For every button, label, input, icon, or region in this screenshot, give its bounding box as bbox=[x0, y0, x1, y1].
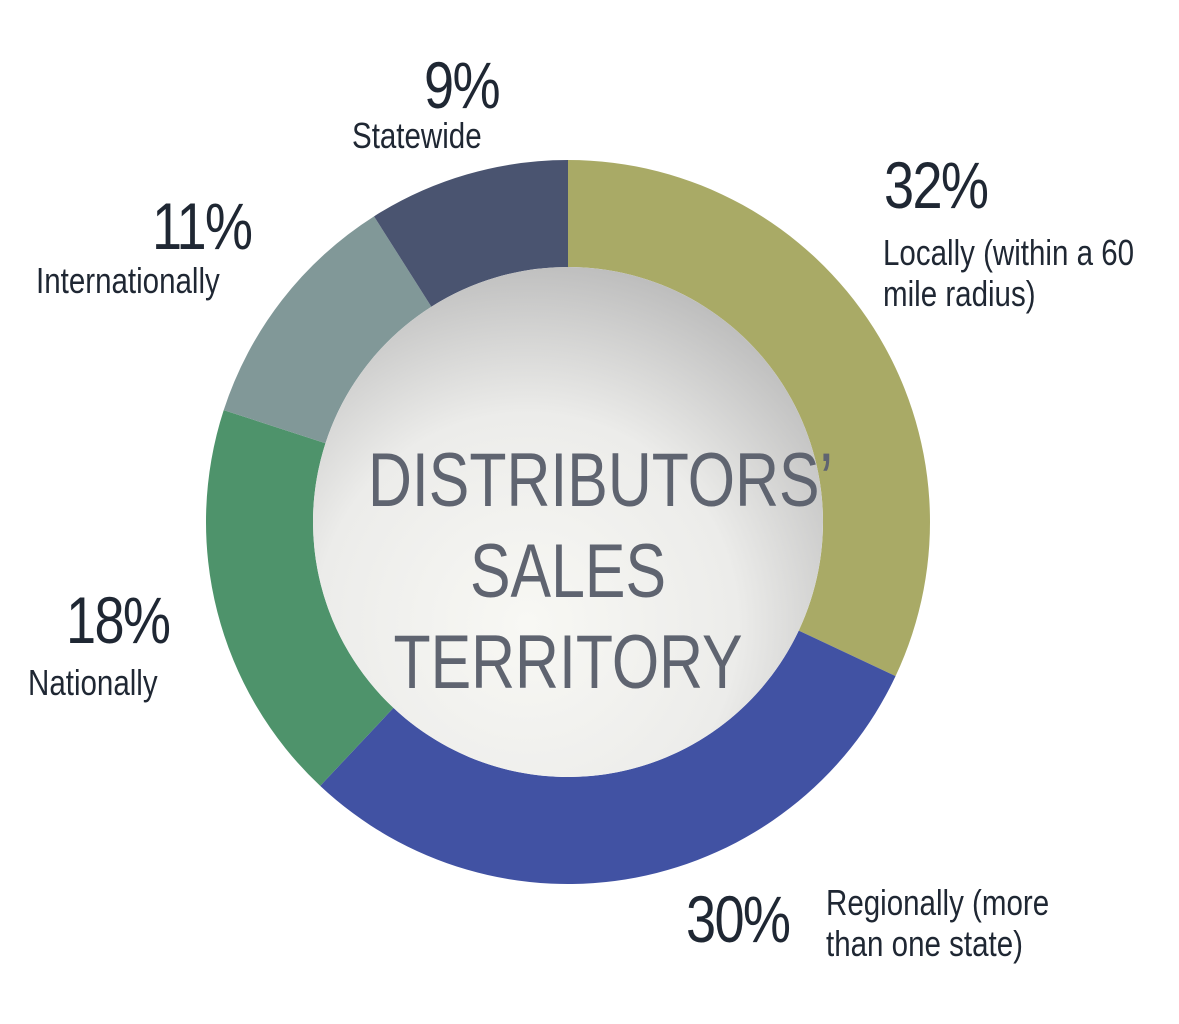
value-label: 32% bbox=[884, 148, 989, 222]
donut-segment bbox=[205, 410, 394, 786]
category-label: Regionally (more than one state) bbox=[826, 882, 1050, 965]
chart-title: DISTRIBUTORS’ SALES TERRITORY bbox=[368, 438, 834, 706]
donut-hole bbox=[313, 267, 823, 777]
category-label: Nationally bbox=[28, 662, 158, 703]
donut-segment bbox=[320, 630, 896, 885]
value-label: 11% bbox=[152, 189, 253, 263]
value-label: 9% bbox=[424, 48, 501, 122]
category-label: Locally (within a 60 mile radius) bbox=[883, 232, 1135, 315]
donut-segment bbox=[374, 160, 568, 307]
category-label: Internationally bbox=[36, 260, 220, 301]
donut-segment bbox=[568, 160, 930, 677]
value-label: 18% bbox=[66, 583, 171, 657]
category-label: Statewide bbox=[352, 115, 482, 156]
value-label: 30% bbox=[686, 882, 791, 956]
donut-segment bbox=[223, 216, 432, 444]
